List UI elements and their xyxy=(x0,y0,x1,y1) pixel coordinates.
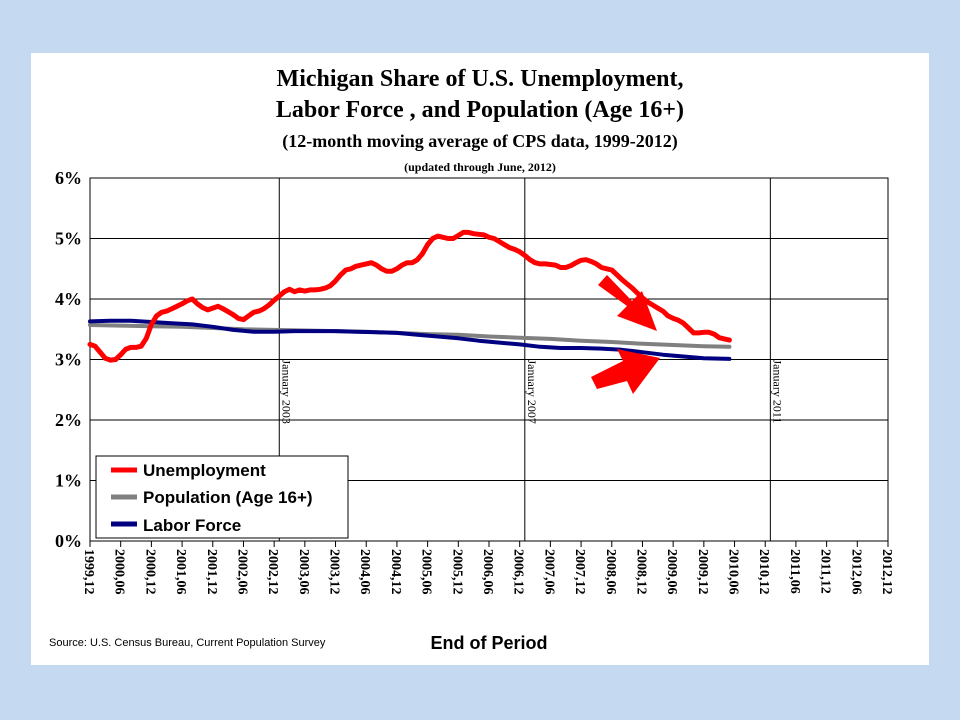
x-tick-label-13: 2006,06 xyxy=(480,549,495,595)
x-tick-label-20: 2009,12 xyxy=(695,549,710,595)
x-tick-label-4: 2001,12 xyxy=(204,549,219,595)
chart-title: Michigan Share of U.S. Unemployment, xyxy=(277,66,684,92)
y-tick-label-3: 3% xyxy=(55,350,82,370)
x-axis-label: End of Period xyxy=(431,633,548,653)
x-tick-label-5: 2002,06 xyxy=(234,549,249,595)
up-arrow-icon xyxy=(591,349,660,394)
x-tick-label-21: 2010,06 xyxy=(726,549,741,595)
x-tick-label-17: 2008,06 xyxy=(603,549,618,595)
y-tick-label-4: 4% xyxy=(55,289,82,309)
legend-label-unemployment: Unemployment xyxy=(143,461,266,480)
chart-panel: Michigan Share of U.S. Unemployment, Lab… xyxy=(31,53,929,665)
x-tick-label-24: 2011,12 xyxy=(818,549,833,594)
x-tick-label-26: 2012,12 xyxy=(879,549,894,595)
x-tick-label-0: 1999,12 xyxy=(81,549,96,595)
chart-subtitle: (12-month moving average of CPS data, 19… xyxy=(282,131,677,152)
x-tick-label-6: 2002,12 xyxy=(265,549,280,595)
x-tick-label-12: 2005,12 xyxy=(449,549,464,595)
source-note: Source: U.S. Census Bureau, Current Popu… xyxy=(49,637,326,649)
x-tick-label-8: 2003,12 xyxy=(327,549,342,595)
annotation-label-2: January 2011 xyxy=(770,360,784,424)
y-tick-label-5: 5% xyxy=(55,229,82,249)
x-tick-label-15: 2007,06 xyxy=(541,549,556,595)
series-line-0 xyxy=(87,229,732,363)
y-tick-label-2: 2% xyxy=(55,410,82,430)
annotations: January 2003 January 2007 January 2011 xyxy=(278,178,784,541)
y-tick-label-6: 6% xyxy=(55,168,82,188)
x-tick-label-16: 2007,12 xyxy=(572,549,587,595)
legend-label-population: Population (Age 16+) xyxy=(143,488,313,507)
legend: Unemployment Population (Age 16+) Labor … xyxy=(95,455,349,539)
x-tick-label-22: 2010,12 xyxy=(756,549,771,595)
x-tick-label-23: 2011,06 xyxy=(787,549,802,594)
x-tick-label-11: 2005,06 xyxy=(419,549,434,595)
x-tick-label-9: 2004,06 xyxy=(357,549,372,595)
x-tick-label-14: 2006,12 xyxy=(511,549,526,595)
annotation-label-1: January 2007 xyxy=(525,360,539,424)
legend-box xyxy=(95,455,349,539)
x-tick-label-25: 2012,06 xyxy=(848,549,863,595)
chart-subtitle2: (updated through June, 2012) xyxy=(404,160,556,174)
down-arrow-icon xyxy=(598,275,657,331)
x-tick-label-19: 2009,06 xyxy=(664,549,679,595)
x-tick-label-2: 2000,12 xyxy=(142,549,157,595)
x-tick-label-7: 2003,06 xyxy=(296,549,311,595)
x-tick-labels: 1999,12 2000,06 2000,12 2001,06 2001,12 2002,… xyxy=(81,549,894,595)
x-tick-label-18: 2008,12 xyxy=(633,549,648,595)
x-tick-label-3: 2001,06 xyxy=(173,549,188,595)
arrows xyxy=(591,275,660,394)
y-tick-label-1: 1% xyxy=(55,471,82,491)
x-tick-label-1: 2000,06 xyxy=(112,549,127,595)
chart-svg: Michigan Share of U.S. Unemployment, Lab… xyxy=(49,66,894,653)
y-tick-labels: 0% 1% 2% 3% 4% 5% 6% xyxy=(55,168,82,551)
legend-label-labor-force: Labor Force xyxy=(143,516,241,535)
x-tick-label-10: 2004,12 xyxy=(388,549,403,595)
annotation-label-0: January 2003 xyxy=(279,360,293,424)
chart-title-line2: Labor Force , and Population (Age 16+) xyxy=(276,97,684,123)
y-tick-label-0: 0% xyxy=(55,531,82,551)
